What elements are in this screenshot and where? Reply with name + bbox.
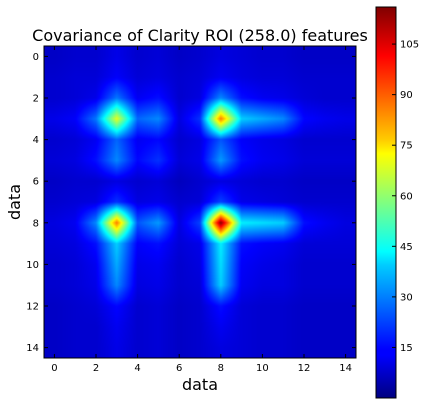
colorbar-gradient [375, 6, 397, 399]
x-tick-label: 4 [134, 363, 140, 374]
x-tick-label: 8 [218, 363, 224, 374]
colorbar-tick-label: 45 [400, 242, 413, 253]
y-tick-label: 2 [33, 94, 39, 105]
x-axis-label: data [182, 375, 218, 394]
x-tick-label: 2 [93, 363, 99, 374]
colorbar-tick-label: 90 [400, 90, 413, 101]
y-tick-label: 12 [26, 302, 39, 313]
y-tick-label: 10 [26, 260, 39, 271]
colorbar [375, 6, 397, 399]
y-tick-label: 8 [33, 218, 39, 229]
colorbar-tick-label: 75 [400, 141, 413, 152]
axis-ticks: 0 2 4 6 8 10 12 14 0 2 4 6 8 10 12 14 [26, 46, 356, 374]
colorbar-tick-label: 60 [400, 191, 413, 202]
y-tick-label: 14 [26, 343, 39, 354]
colorbar-ticks: 15 30 45 60 75 90 105 [392, 40, 419, 354]
x-tick-label: 10 [256, 363, 269, 374]
x-tick-label: 0 [51, 363, 57, 374]
y-axis-label: data [5, 184, 24, 220]
heatmap [43, 45, 357, 359]
x-tick-label: 14 [339, 363, 352, 374]
colorbar-tick-label: 105 [400, 40, 419, 51]
x-tick-label: 6 [176, 363, 182, 374]
colorbar-tick-label: 15 [400, 343, 413, 354]
y-tick-label: 6 [33, 177, 39, 188]
chart-title: Covariance of Clarity ROI (258.0) featur… [32, 26, 368, 45]
y-tick-label: 4 [33, 135, 39, 146]
colorbar-tick-label: 30 [400, 292, 413, 303]
x-tick-label: 12 [298, 363, 311, 374]
y-tick-label: 0 [33, 52, 39, 63]
plot-frame [43, 45, 357, 359]
